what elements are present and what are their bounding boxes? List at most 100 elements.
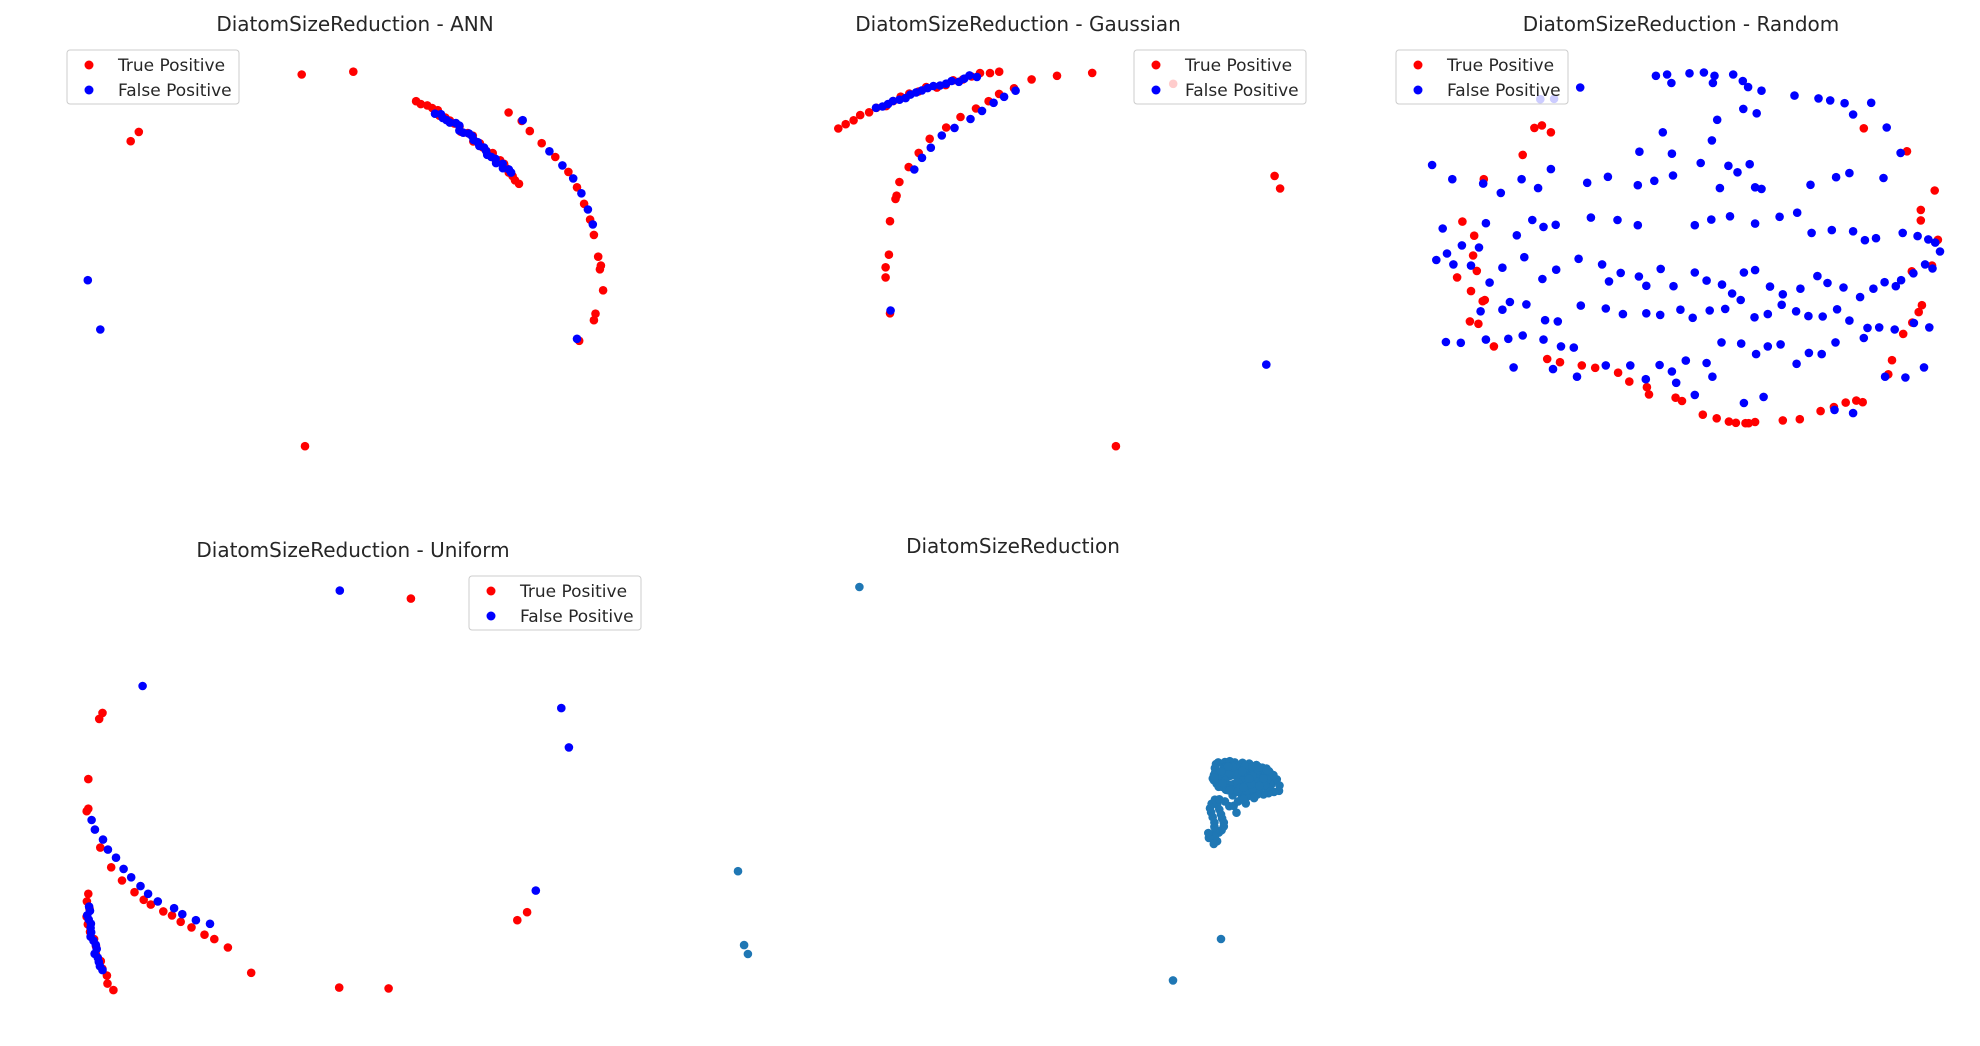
false-positive-point (1448, 174, 1457, 184)
false-positive-point (1576, 301, 1586, 310)
false-positive-point (1539, 335, 1548, 344)
false-positive-point (1457, 241, 1467, 250)
false-positive-point (1569, 343, 1579, 352)
legend-marker-false-positive (1413, 85, 1423, 95)
false-positive-point (1890, 325, 1899, 334)
false-positive-point (169, 903, 179, 913)
false-positive-point (1750, 265, 1760, 275)
true-positive-point (1577, 361, 1587, 370)
true-positive-point (593, 252, 603, 261)
legend-marker-true-positive (486, 586, 496, 596)
legend: True Positive False Positive (468, 575, 642, 631)
true-positive-point (895, 177, 904, 187)
false-positive-point (1586, 213, 1596, 222)
false-positive-point (1520, 252, 1529, 262)
true-positive-point (1887, 355, 1897, 365)
false-positive-point (1601, 304, 1611, 313)
false-positive-point (1840, 98, 1849, 108)
false-positive-point (1582, 178, 1592, 188)
false-positive-point (1262, 360, 1271, 369)
false-positive-point (1924, 235, 1933, 244)
true-positive-point (1474, 319, 1483, 329)
false-positive-point (1832, 305, 1842, 314)
true-positive-point (1898, 329, 1908, 339)
false-positive-point (1667, 367, 1677, 376)
false-positive-point (98, 835, 108, 844)
series-point (1239, 794, 1248, 804)
legend: True Positive False Positive (1395, 49, 1569, 105)
series-point (1255, 781, 1264, 791)
false-positive-point (1685, 69, 1694, 78)
true-positive-point (1027, 75, 1036, 84)
false-positive-point (178, 909, 187, 919)
true-positive-point (881, 263, 890, 272)
false-positive-point (1814, 94, 1823, 103)
false-positive-point (1551, 265, 1561, 275)
false-positive-point (1517, 174, 1526, 184)
series-point (733, 866, 743, 876)
true-positive-point (1744, 418, 1753, 428)
false-positive-point (1656, 264, 1665, 274)
false-positive-point (950, 123, 959, 133)
false-positive-point (1901, 373, 1910, 382)
scatter-panel-random: DiatomSizeReduction - Random True Positi… (1395, 12, 1945, 428)
true-positive-point (1472, 266, 1482, 276)
false-positive-point (1880, 277, 1889, 287)
legend-marker-true-positive (1151, 60, 1161, 70)
false-positive-point (1928, 264, 1937, 273)
false-positive-point (588, 220, 598, 229)
false-positive-point (1720, 304, 1730, 314)
true-positive-point (855, 110, 865, 120)
true-positive-point (1466, 286, 1476, 296)
true-positive-point (591, 309, 600, 319)
false-positive-point (1930, 238, 1940, 247)
true-positive-point (589, 230, 599, 240)
true-positive-point (1671, 393, 1680, 403)
data-points (83, 67, 608, 451)
false-positive-point (1539, 222, 1548, 232)
legend-marker-true-positive (1413, 60, 1423, 70)
false-positive-point (1874, 323, 1884, 332)
true-positive-point (1275, 184, 1285, 193)
true-positive-point (985, 68, 995, 78)
true-positive-point (537, 138, 546, 148)
legend-marker-false-positive (1151, 85, 1161, 95)
false-positive-point (1616, 268, 1625, 278)
false-positive-point (1512, 231, 1522, 240)
false-positive-point (1848, 110, 1858, 119)
false-positive-point (87, 815, 96, 825)
true-positive-point (1546, 128, 1556, 137)
true-positive-point (1642, 382, 1652, 392)
false-positive-point (1708, 78, 1718, 88)
false-positive-point (531, 886, 541, 895)
true-positive-point (994, 67, 1004, 76)
false-positive-point (1546, 164, 1556, 174)
false-positive-point (878, 102, 887, 111)
false-positive-point (1658, 128, 1668, 137)
false-positive-point (1707, 215, 1716, 224)
true-positive-point (864, 108, 874, 117)
false-positive-point (1845, 168, 1854, 178)
true-positive-point (334, 983, 344, 992)
legend-label-true-positive: True Positive (519, 582, 627, 602)
series-point (855, 582, 864, 592)
false-positive-point (1707, 136, 1717, 145)
legend-box (1395, 49, 1569, 105)
false-positive-point (895, 95, 904, 104)
false-positive-point (1845, 316, 1854, 325)
false-positive-point (1739, 268, 1749, 277)
false-positive-point (926, 143, 936, 152)
false-positive-point (1505, 297, 1515, 307)
false-positive-point (1633, 180, 1643, 190)
true-positive-point (1458, 217, 1467, 226)
true-positive-point (1468, 251, 1478, 260)
false-positive-point (1662, 70, 1672, 79)
false-positive-point (1757, 86, 1766, 95)
false-positive-point (1655, 310, 1665, 320)
false-positive-point (1702, 276, 1711, 285)
chart-title: DiatomSizeReduction - Gaussian (855, 12, 1181, 36)
true-positive-point (595, 265, 605, 274)
false-positive-point (1442, 249, 1452, 258)
false-positive-point (1743, 82, 1753, 92)
legend-marker-false-positive (486, 611, 496, 621)
